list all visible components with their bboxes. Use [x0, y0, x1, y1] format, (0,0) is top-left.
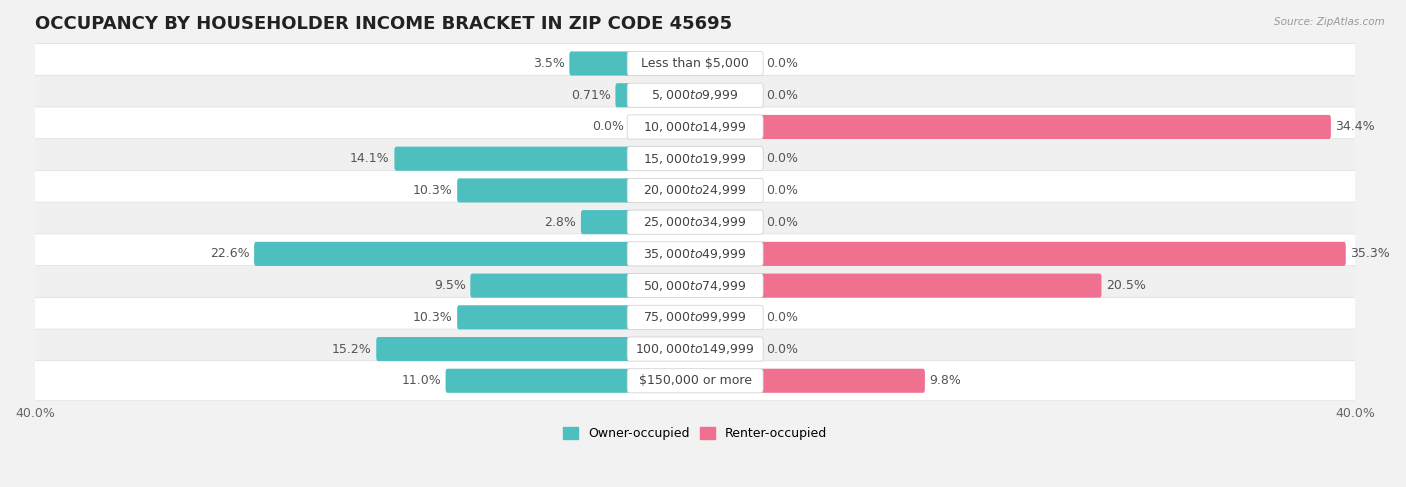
FancyBboxPatch shape [627, 147, 763, 171]
Text: OCCUPANCY BY HOUSEHOLDER INCOME BRACKET IN ZIP CODE 45695: OCCUPANCY BY HOUSEHOLDER INCOME BRACKET … [35, 15, 733, 33]
Text: $75,000 to $99,999: $75,000 to $99,999 [644, 310, 747, 324]
Text: 14.1%: 14.1% [350, 152, 389, 165]
FancyBboxPatch shape [24, 361, 1367, 401]
Text: Source: ZipAtlas.com: Source: ZipAtlas.com [1274, 17, 1385, 27]
Text: 3.5%: 3.5% [533, 57, 565, 70]
FancyBboxPatch shape [24, 265, 1367, 305]
FancyBboxPatch shape [627, 274, 763, 298]
Text: 0.0%: 0.0% [592, 120, 624, 133]
FancyBboxPatch shape [627, 52, 763, 75]
Text: $150,000 or more: $150,000 or more [638, 375, 752, 387]
Text: 0.0%: 0.0% [766, 311, 799, 324]
FancyBboxPatch shape [627, 210, 763, 234]
FancyBboxPatch shape [569, 52, 631, 75]
Text: 9.5%: 9.5% [434, 279, 465, 292]
Text: $15,000 to $19,999: $15,000 to $19,999 [644, 151, 747, 166]
Text: 0.0%: 0.0% [766, 184, 799, 197]
FancyBboxPatch shape [581, 210, 631, 234]
Text: $100,000 to $149,999: $100,000 to $149,999 [636, 342, 755, 356]
FancyBboxPatch shape [759, 274, 1101, 298]
Text: 20.5%: 20.5% [1107, 279, 1146, 292]
Text: 0.0%: 0.0% [766, 342, 799, 356]
Legend: Owner-occupied, Renter-occupied: Owner-occupied, Renter-occupied [558, 422, 832, 445]
FancyBboxPatch shape [627, 337, 763, 361]
FancyBboxPatch shape [24, 329, 1367, 369]
FancyBboxPatch shape [446, 369, 631, 393]
FancyBboxPatch shape [457, 178, 631, 203]
FancyBboxPatch shape [627, 83, 763, 107]
Text: 34.4%: 34.4% [1336, 120, 1375, 133]
Text: $35,000 to $49,999: $35,000 to $49,999 [644, 247, 747, 261]
Text: 0.71%: 0.71% [571, 89, 610, 102]
FancyBboxPatch shape [759, 369, 925, 393]
FancyBboxPatch shape [627, 369, 763, 393]
FancyBboxPatch shape [254, 242, 631, 266]
Text: 0.0%: 0.0% [766, 216, 799, 228]
Text: 35.3%: 35.3% [1350, 247, 1391, 261]
Text: 0.0%: 0.0% [766, 57, 799, 70]
FancyBboxPatch shape [627, 178, 763, 203]
FancyBboxPatch shape [457, 305, 631, 329]
Text: 22.6%: 22.6% [209, 247, 249, 261]
FancyBboxPatch shape [759, 242, 1346, 266]
Text: 10.3%: 10.3% [413, 311, 453, 324]
Text: 2.8%: 2.8% [544, 216, 576, 228]
FancyBboxPatch shape [616, 83, 631, 107]
FancyBboxPatch shape [24, 298, 1367, 337]
FancyBboxPatch shape [24, 139, 1367, 179]
FancyBboxPatch shape [24, 170, 1367, 210]
Text: $50,000 to $74,999: $50,000 to $74,999 [644, 279, 747, 293]
FancyBboxPatch shape [759, 115, 1331, 139]
Text: $20,000 to $24,999: $20,000 to $24,999 [644, 184, 747, 197]
FancyBboxPatch shape [627, 242, 763, 266]
FancyBboxPatch shape [377, 337, 631, 361]
Text: $10,000 to $14,999: $10,000 to $14,999 [644, 120, 747, 134]
Text: 15.2%: 15.2% [332, 342, 371, 356]
Text: $25,000 to $34,999: $25,000 to $34,999 [644, 215, 747, 229]
FancyBboxPatch shape [24, 234, 1367, 274]
FancyBboxPatch shape [627, 305, 763, 329]
FancyBboxPatch shape [395, 147, 631, 171]
FancyBboxPatch shape [24, 202, 1367, 242]
Text: 10.3%: 10.3% [413, 184, 453, 197]
Text: 9.8%: 9.8% [929, 375, 962, 387]
FancyBboxPatch shape [24, 43, 1367, 83]
FancyBboxPatch shape [627, 115, 763, 139]
Text: Less than $5,000: Less than $5,000 [641, 57, 749, 70]
Text: 11.0%: 11.0% [401, 375, 441, 387]
FancyBboxPatch shape [471, 274, 631, 298]
Text: $5,000 to $9,999: $5,000 to $9,999 [651, 88, 740, 102]
Text: 0.0%: 0.0% [766, 89, 799, 102]
Text: 0.0%: 0.0% [766, 152, 799, 165]
FancyBboxPatch shape [24, 107, 1367, 147]
FancyBboxPatch shape [24, 75, 1367, 115]
